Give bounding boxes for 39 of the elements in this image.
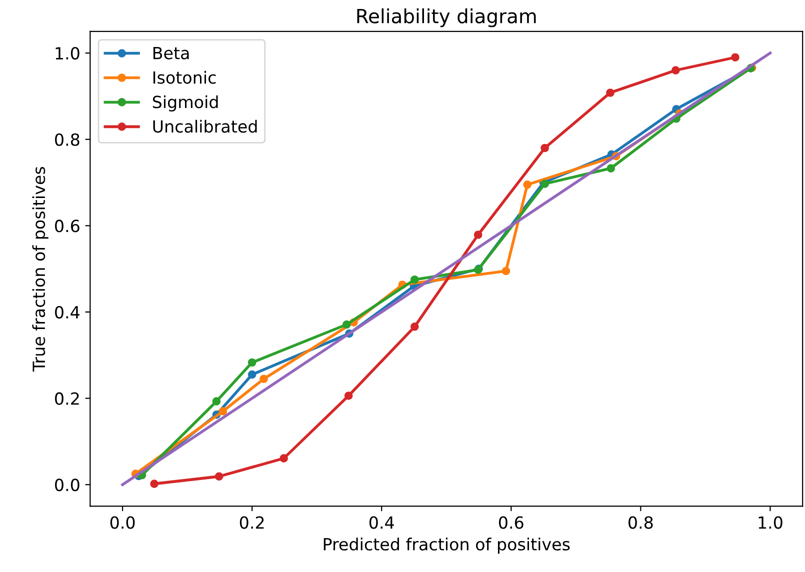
x-tick-label: 0.4 (369, 516, 394, 529)
legend-label: Isotonic (153, 70, 216, 84)
y-tick-label: 0.0 (55, 478, 80, 492)
x-tick-label: 0.8 (628, 516, 653, 529)
point (523, 180, 532, 189)
y-tick-label: 0.2 (55, 392, 79, 405)
point (342, 320, 351, 329)
point (218, 407, 228, 416)
point (344, 392, 353, 400)
point (731, 53, 740, 62)
y-axis-title: True fraction of positives (32, 166, 48, 372)
x-tick-label: 0.2 (240, 516, 264, 529)
y-tick-label: 1.0 (56, 47, 80, 60)
x-tick-label: 1.0 (758, 516, 782, 529)
point (248, 358, 256, 367)
point (410, 322, 419, 331)
point (248, 370, 256, 379)
point (540, 144, 549, 152)
x-axis-title: Predicted fraction of positives (324, 538, 570, 554)
point (606, 88, 614, 97)
legend-label: Beta (153, 46, 189, 60)
point (606, 164, 616, 172)
point (212, 397, 221, 406)
legend-label: Uncalibrated (153, 120, 257, 133)
point (671, 66, 680, 74)
x-tick-label: 0.0 (110, 516, 135, 529)
y-tick-label: 0.8 (55, 133, 80, 146)
point (410, 275, 419, 284)
point (474, 230, 482, 239)
y-tick-label: 0.6 (55, 220, 80, 232)
chart-title: Reliability diagram (357, 8, 536, 28)
y-tick-label: 0.4 (55, 306, 80, 319)
x-tick-label: 0.6 (498, 516, 524, 529)
point (214, 472, 224, 481)
point (150, 480, 158, 488)
point (260, 374, 268, 384)
point (280, 454, 288, 462)
point (502, 266, 510, 276)
legend-label: Sigmoid (152, 95, 218, 112)
